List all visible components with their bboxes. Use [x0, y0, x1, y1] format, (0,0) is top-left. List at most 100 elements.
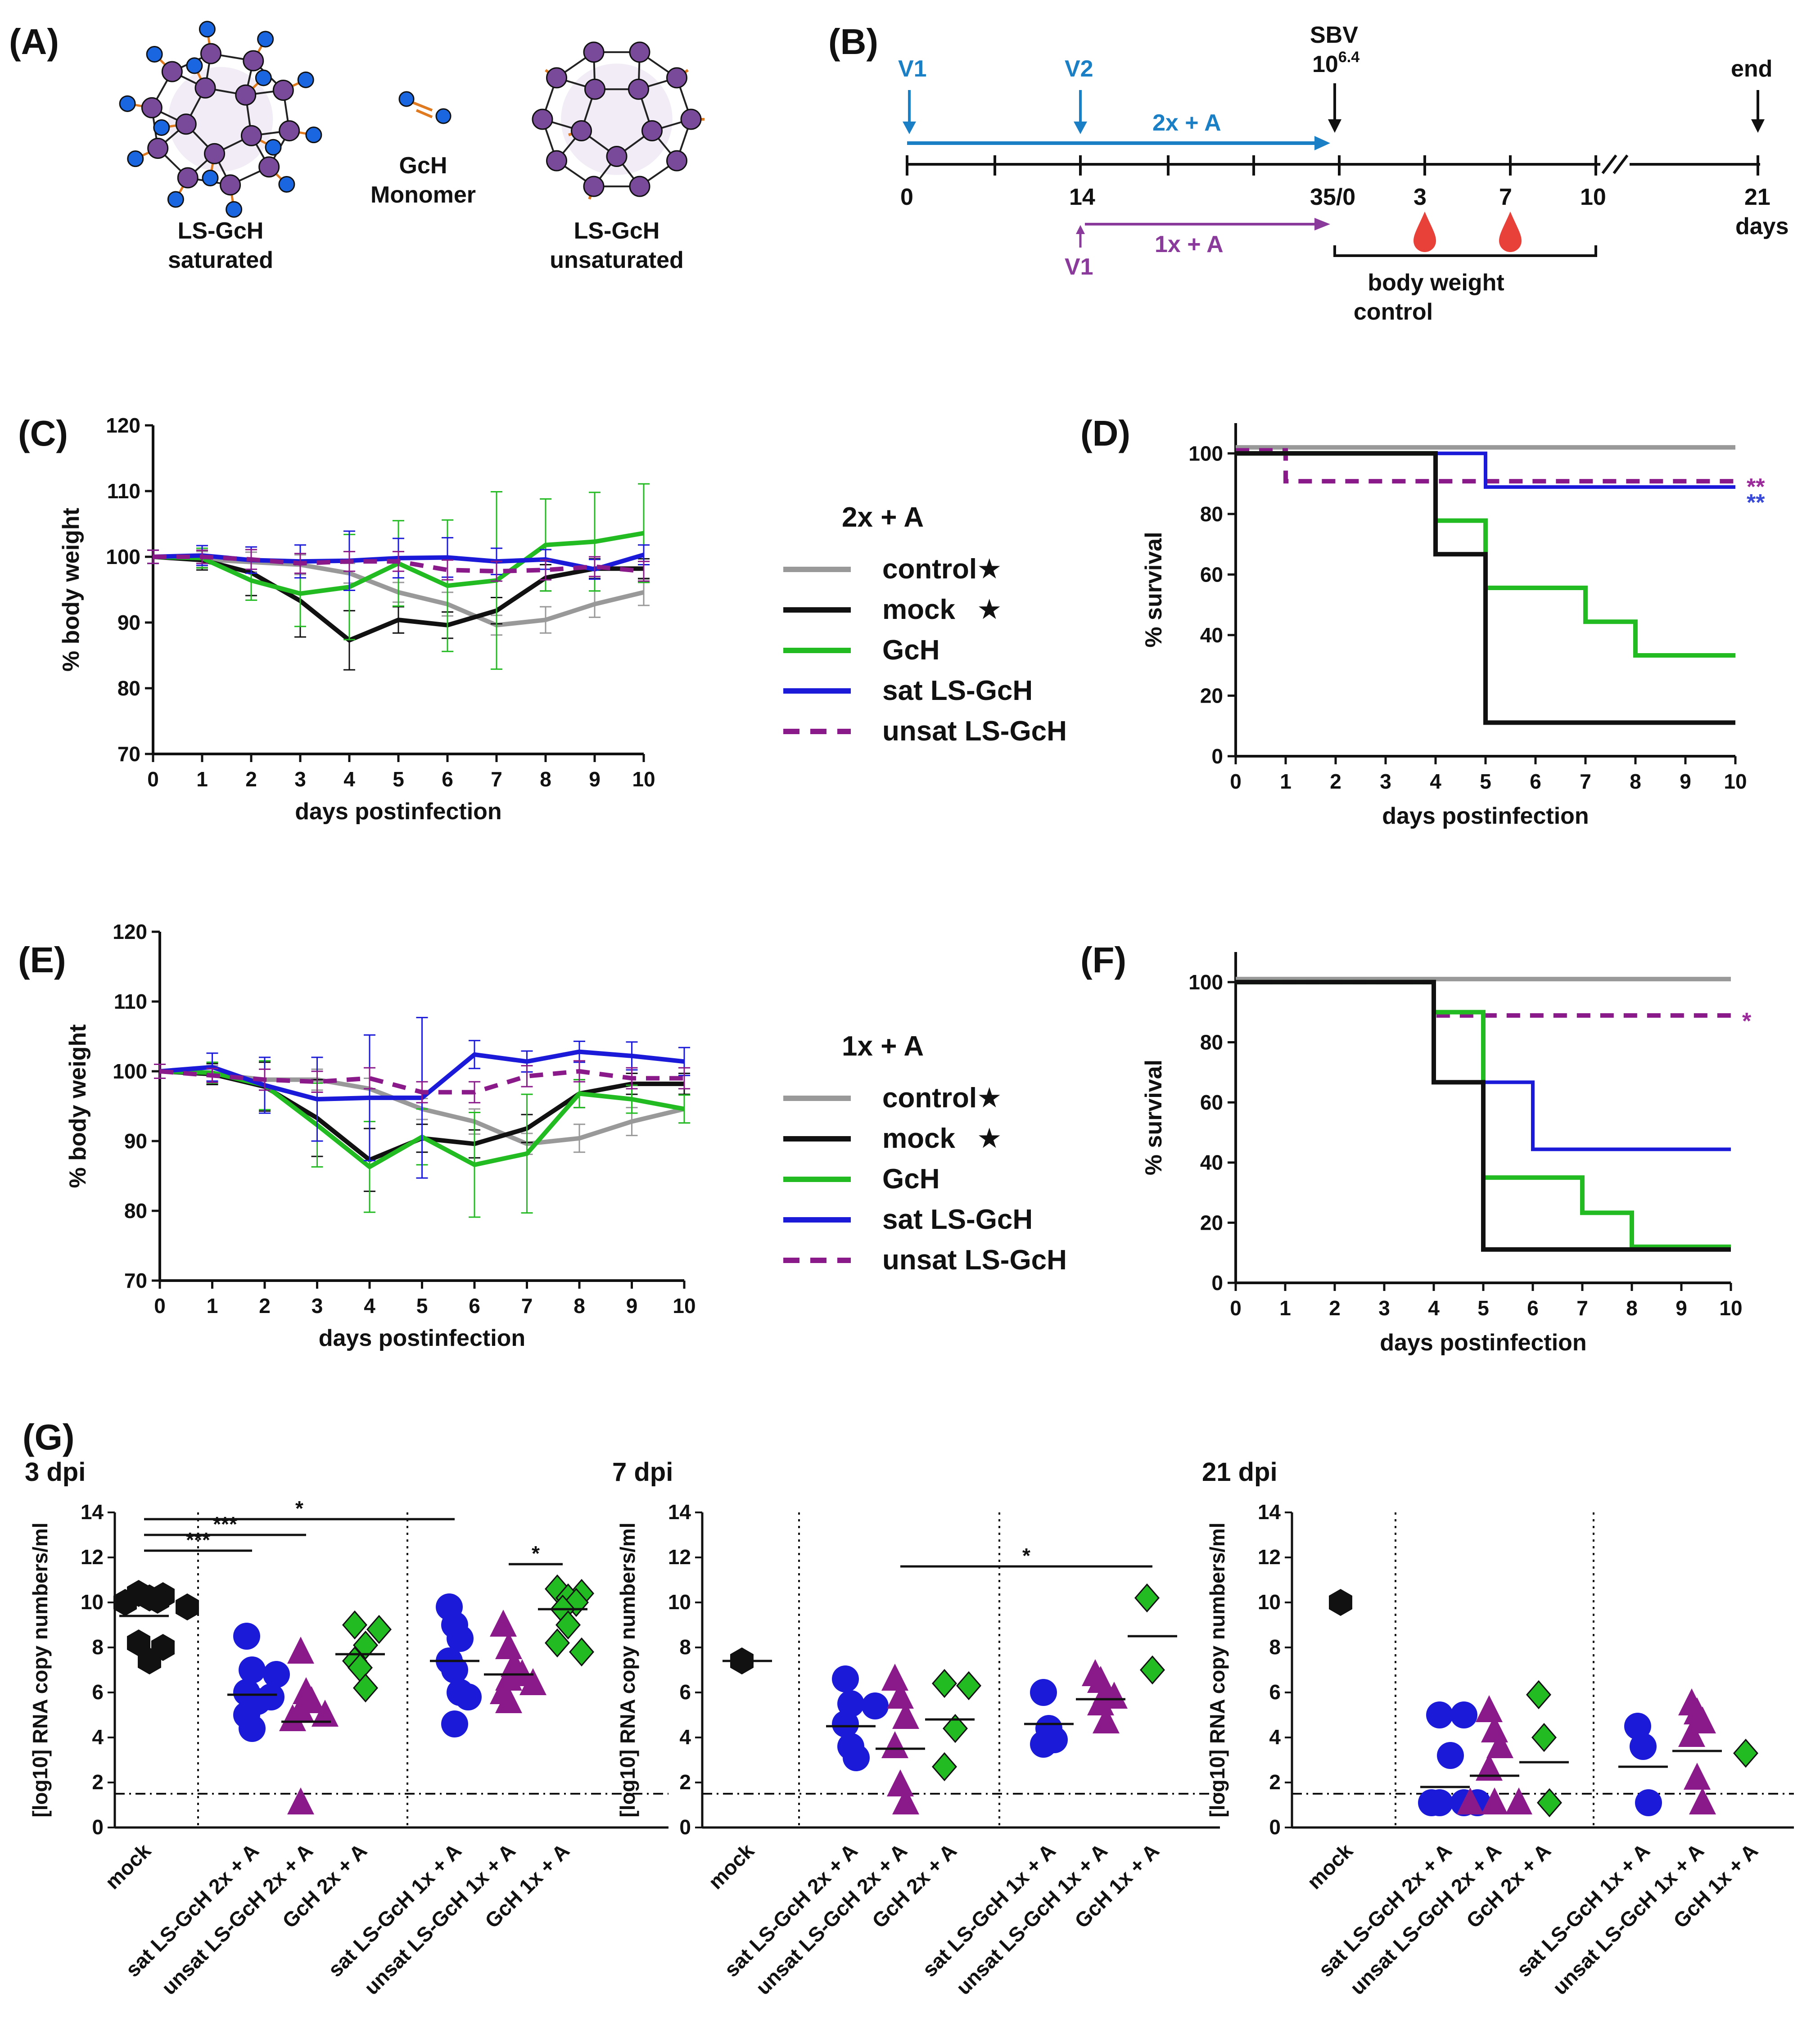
x-tick-label: 2 — [1330, 770, 1341, 793]
data-point — [1531, 1723, 1557, 1752]
x-tick-label: 1 — [1279, 1296, 1291, 1320]
data-point — [146, 1587, 169, 1614]
group-mock — [1329, 1589, 1352, 1616]
y-tick-label: 120 — [106, 414, 140, 437]
y-tick-label: 90 — [124, 1129, 147, 1153]
y-tick-label: 60 — [1200, 1091, 1223, 1114]
group-sat-ls-gch-2x-a — [826, 1665, 889, 1771]
panel-title: 3 dpi — [25, 1457, 86, 1487]
particle-node — [629, 176, 650, 197]
panel-title: 21 dpi — [1202, 1457, 1278, 1487]
group-sat-ls-gch-1x-a — [1024, 1679, 1074, 1758]
x-tick-label: 9 — [1676, 1296, 1687, 1320]
y-tick-label: 8 — [92, 1635, 104, 1659]
particle-node — [258, 156, 280, 178]
data-point — [881, 1731, 908, 1758]
label-control: control — [1354, 299, 1433, 325]
particle-node — [240, 125, 262, 146]
data-point — [113, 1589, 137, 1616]
y-tick-label: 2 — [1269, 1770, 1281, 1794]
x-tick-label: 3 — [294, 767, 306, 791]
y-tick-label: 20 — [1200, 1211, 1223, 1234]
group-mock — [723, 1647, 772, 1674]
particle-node — [583, 176, 605, 197]
legend-star-mock: ★ — [977, 594, 1002, 625]
panel-label-d: (D) — [1080, 413, 1130, 453]
y-tick-label: 4 — [92, 1725, 104, 1749]
label-ls-gch-unsat-2: unsaturated — [550, 247, 684, 273]
x-tick-label: 3 — [1380, 770, 1391, 793]
chart-e-body-weight-1x: 70 80 90 100 110 120 0 1 2 3 4 5 6 7 8 9 10 days postinfe… — [65, 920, 696, 1351]
data-point — [1426, 1701, 1453, 1728]
y-tick-label: 0 — [1269, 1815, 1281, 1839]
y-axis-label: [log10] RNA copy numbers/ml — [1206, 1522, 1229, 1817]
y-tick-label: 2 — [92, 1770, 104, 1794]
monomer-linker — [415, 109, 433, 118]
label-ls-gch-sat-2: saturated — [168, 247, 273, 273]
significance-label: *** — [213, 1512, 237, 1536]
data-point — [127, 1629, 150, 1656]
panel-title: 7 dpi — [612, 1457, 673, 1487]
data-point — [490, 1610, 517, 1637]
group-gch-1x-a — [1128, 1583, 1177, 1685]
y-tick-label: 100 — [1188, 442, 1223, 465]
particle-node — [243, 50, 264, 72]
y-tick-label: 0 — [1211, 745, 1223, 768]
particle-node — [204, 143, 226, 164]
particle-node — [666, 67, 687, 89]
x-axis-label: days postinfection — [1382, 803, 1589, 829]
data-point — [495, 1632, 522, 1659]
x-tick-label: 10 — [673, 1294, 695, 1318]
survival-mock — [1236, 451, 1735, 725]
data-point — [1678, 1720, 1705, 1747]
x-tick-label: 0 — [147, 767, 159, 791]
y-axis-label: [log10] RNA copy numbers/ml — [616, 1522, 639, 1817]
significance-marker: * — [1742, 1008, 1752, 1034]
tick-b-21: 21 — [1744, 184, 1770, 210]
y-tick-label: 4 — [1269, 1725, 1281, 1749]
significance-marker: ** — [1747, 474, 1765, 500]
legend-label-gch: GcH — [882, 635, 939, 666]
monomer-subunit — [435, 108, 452, 124]
particle-node — [628, 78, 649, 100]
x-tick-label: 6 — [469, 1294, 480, 1318]
y-tick-label: 120 — [113, 920, 147, 943]
y-tick-label: 80 — [1200, 502, 1223, 526]
legend-1x: 1x + A control ★ mock ★ GcH sat LS-GcH unsat LS… — [783, 1031, 1067, 1276]
legend-label-mock: mock — [882, 594, 955, 625]
gch-monomer-icon — [398, 91, 452, 124]
blood-drop-icon-day7 — [1499, 212, 1522, 252]
x-tick-label: 9 — [1680, 770, 1691, 793]
data-point — [1476, 1754, 1503, 1781]
monomer-subunit — [186, 57, 203, 74]
data-point — [1689, 1706, 1716, 1733]
y-tick-label: 80 — [117, 677, 140, 700]
monomer-subunit — [167, 191, 184, 208]
x-tick-label: 10 — [632, 767, 655, 791]
data-point — [832, 1665, 859, 1692]
data-point — [1437, 1742, 1464, 1769]
label-regimen-2x: 2x + A — [1152, 110, 1221, 136]
data-point — [1030, 1679, 1057, 1706]
x-axis-label: days postinfection — [1380, 1330, 1586, 1356]
particle-node — [584, 78, 606, 100]
y-tick-label: 10 — [668, 1590, 691, 1614]
particle-node — [666, 150, 687, 171]
y-tick-label: 8 — [679, 1635, 691, 1659]
y-tick-label: 6 — [1269, 1680, 1281, 1704]
data-point — [1134, 1583, 1160, 1613]
group-mock — [113, 1580, 199, 1674]
y-tick-label: 20 — [1200, 684, 1223, 707]
x-tick-label: 4 — [1428, 1296, 1440, 1320]
group-sat-ls-gch-1x-a — [430, 1593, 482, 1737]
data-point — [353, 1673, 378, 1703]
data-point — [837, 1690, 864, 1717]
x-tick-label: 6 — [1527, 1296, 1539, 1320]
particle-node — [177, 167, 199, 189]
y-tick-label: 110 — [107, 479, 140, 503]
monomer-subunit — [297, 71, 314, 88]
data-point — [1733, 1738, 1758, 1768]
data-point — [1624, 1713, 1651, 1740]
x-axis-label: days postinfection — [319, 1325, 525, 1351]
